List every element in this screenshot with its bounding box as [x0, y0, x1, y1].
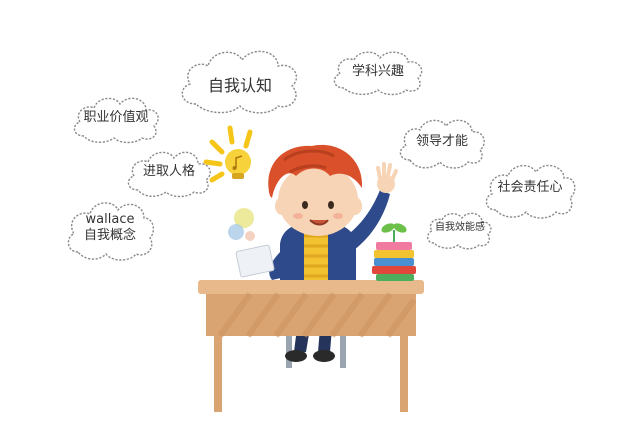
label-self-concept: wallace 自我概念 — [64, 212, 156, 243]
cloud-enterprising-personality — [127, 151, 211, 198]
lightbulb-icon — [203, 125, 253, 183]
label-career-values: 职业价值观 — [83, 110, 149, 125]
cloud-social-responsibility — [485, 164, 576, 219]
cloud-leadership — [399, 119, 485, 169]
label-enterprising-personality: 进取人格 — [142, 164, 195, 179]
cloud-career-values — [73, 97, 159, 144]
label-self-efficacy: 自我效能感 — [435, 222, 485, 233]
cloud-subject-interest — [333, 51, 423, 96]
cloud-self-cognition — [181, 50, 297, 114]
plant-sprout-icon — [381, 223, 407, 242]
cloud-self-concept — [67, 202, 155, 261]
label-self-cognition: 自我认知 — [207, 76, 272, 95]
cloud-self-efficacy — [427, 212, 492, 250]
label-leadership: 领导才能 — [415, 134, 468, 149]
label-social-responsibility: 社会责任心 — [497, 180, 563, 195]
music-note-icon — [232, 155, 243, 170]
label-subject-interest: 学科兴趣 — [351, 64, 404, 79]
label-self-concept-author: wallace — [85, 212, 135, 227]
label-self-concept-text: 自我概念 — [83, 227, 136, 243]
